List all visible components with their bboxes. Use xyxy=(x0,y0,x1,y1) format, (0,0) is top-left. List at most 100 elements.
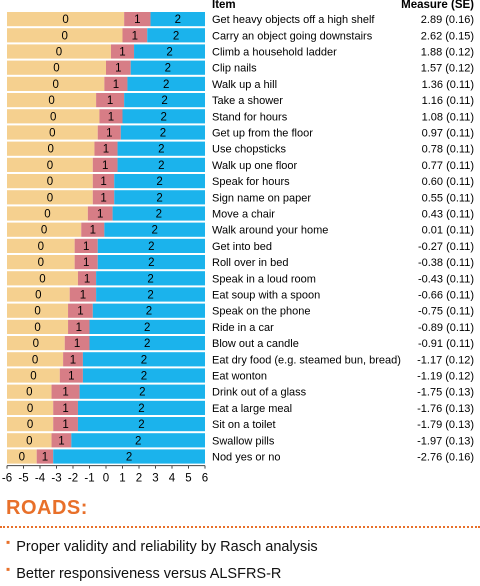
item-name: Walk up one floor xyxy=(212,160,298,172)
category-label-2: 2 xyxy=(161,95,167,107)
category-label-1: 1 xyxy=(76,322,82,334)
category-label-0: 0 xyxy=(39,273,45,285)
category-label-0: 0 xyxy=(26,387,32,399)
bar-segment-cat1 xyxy=(53,417,78,432)
bar-segment-cat1 xyxy=(59,368,83,383)
bar-segment-cat0 xyxy=(7,417,54,432)
category-label-2: 2 xyxy=(144,338,150,350)
category-label-0: 0 xyxy=(47,176,53,188)
x-tick-label: -6 xyxy=(2,473,12,485)
bar-segment-cat2 xyxy=(89,319,205,334)
item-measure: 1.88 (0.12) xyxy=(421,47,474,59)
category-label-1: 1 xyxy=(119,47,125,59)
roads-heading: ROADS: xyxy=(6,497,88,519)
item-measure: -0.75 (0.11) xyxy=(418,306,474,318)
category-label-0: 0 xyxy=(35,290,41,302)
bar-segment-cat0 xyxy=(7,384,52,399)
header-measure: Measure (SE) xyxy=(401,0,474,11)
bar-segment-cat1 xyxy=(99,109,123,124)
category-label-1: 1 xyxy=(42,452,48,464)
category-label-2: 2 xyxy=(156,176,162,188)
bar-segment-cat2 xyxy=(96,271,205,286)
category-label-0: 0 xyxy=(47,160,53,172)
roads-divider xyxy=(0,526,480,528)
x-tick-label: -4 xyxy=(35,473,46,485)
category-label-2: 2 xyxy=(158,144,164,156)
item-name: Use chopsticks xyxy=(212,144,286,156)
item-threshold-chart: Item Measure (SE)0 1 2 Get heavy objects off… xyxy=(2,0,474,485)
bar-segment-cat2 xyxy=(71,433,205,448)
category-label-2: 2 xyxy=(141,371,147,383)
bar-segment-cat2 xyxy=(79,384,205,399)
category-label-0: 0 xyxy=(47,192,53,204)
item-name: Eat a large meal xyxy=(212,403,292,415)
x-tick-label: 3 xyxy=(152,473,158,485)
x-tick-label: 6 xyxy=(202,473,208,485)
category-label-1: 1 xyxy=(70,354,76,366)
category-label-0: 0 xyxy=(38,257,44,269)
bar-segment-cat1 xyxy=(122,28,148,43)
bar-segment-cat1 xyxy=(68,303,93,318)
bar-segment-cat2 xyxy=(120,125,205,140)
bar-segment-cat1 xyxy=(68,319,90,334)
category-label-0: 0 xyxy=(27,419,33,431)
bar-segment-cat1 xyxy=(74,255,98,270)
item-name: Get into bed xyxy=(212,241,272,253)
category-label-1: 1 xyxy=(113,79,119,91)
item-measure: -0.89 (0.11) xyxy=(418,322,474,334)
bar-segment-cat1 xyxy=(51,384,80,399)
bar-segment-cat2 xyxy=(92,303,205,318)
item-name: Eat dry food (e.g. steamed bun, bread) xyxy=(212,354,401,366)
category-label-1: 1 xyxy=(103,144,109,156)
bar-segment-cat0 xyxy=(7,238,75,253)
item-measure: -2.76 (0.16) xyxy=(417,452,474,464)
x-tick-label: 4 xyxy=(169,473,176,485)
item-name: Carry an object going downstairs xyxy=(212,30,373,42)
category-label-2: 2 xyxy=(158,160,164,172)
item-name: Drink out of a glass xyxy=(212,387,307,399)
item-measure: -1.79 (0.13) xyxy=(417,419,474,431)
bar-segment-cat2 xyxy=(97,255,205,270)
category-label-0: 0 xyxy=(27,403,33,415)
bar-segment-cat0 xyxy=(7,271,78,286)
bullet-marker-icon: ▪ xyxy=(6,535,11,549)
category-label-2: 2 xyxy=(148,257,154,269)
category-label-0: 0 xyxy=(19,452,25,464)
bar-segment-cat0 xyxy=(7,125,98,140)
bar-segment-cat2 xyxy=(82,352,205,367)
bar-segment-cat1 xyxy=(63,352,83,367)
item-name: Sit on a toilet xyxy=(212,419,276,431)
bar-segment-cat1 xyxy=(94,141,118,156)
category-label-2: 2 xyxy=(139,387,145,399)
item-name: Nod yes or no xyxy=(212,452,280,464)
x-tick-label: -2 xyxy=(68,473,78,485)
bar-segment-cat1 xyxy=(124,12,151,27)
category-label-2: 2 xyxy=(147,273,153,285)
bar-segment-cat2 xyxy=(122,109,205,124)
category-label-2: 2 xyxy=(126,452,132,464)
item-measure: 0.77 (0.11) xyxy=(422,160,474,172)
bar-segment-cat2 xyxy=(104,222,205,237)
bar-segment-cat2 xyxy=(150,12,205,27)
bar-segment-cat2 xyxy=(89,336,205,351)
bar-segment-cat2 xyxy=(117,157,205,172)
bar-segment-cat0 xyxy=(7,60,106,75)
category-label-2: 2 xyxy=(173,30,179,42)
category-label-1: 1 xyxy=(106,128,112,140)
bar-segment-cat0 xyxy=(7,174,93,189)
bar-segment-cat1 xyxy=(69,287,97,302)
item-name: Speak on the phone xyxy=(212,306,310,318)
bar-segment-cat2 xyxy=(97,238,205,253)
category-label-2: 2 xyxy=(138,419,144,431)
category-label-2: 2 xyxy=(146,306,152,318)
bar-segment-cat0 xyxy=(7,12,125,27)
category-label-0: 0 xyxy=(41,225,47,237)
bar-segment-cat0 xyxy=(7,287,70,302)
bar-segment-cat2 xyxy=(147,28,205,43)
category-label-0: 0 xyxy=(50,111,56,123)
item-name: Take a shower xyxy=(212,95,283,107)
category-label-0: 0 xyxy=(48,95,54,107)
bar-segment-cat0 xyxy=(7,336,65,351)
bar-segment-cat0 xyxy=(7,109,100,124)
bar-segment-cat0 xyxy=(7,368,60,383)
